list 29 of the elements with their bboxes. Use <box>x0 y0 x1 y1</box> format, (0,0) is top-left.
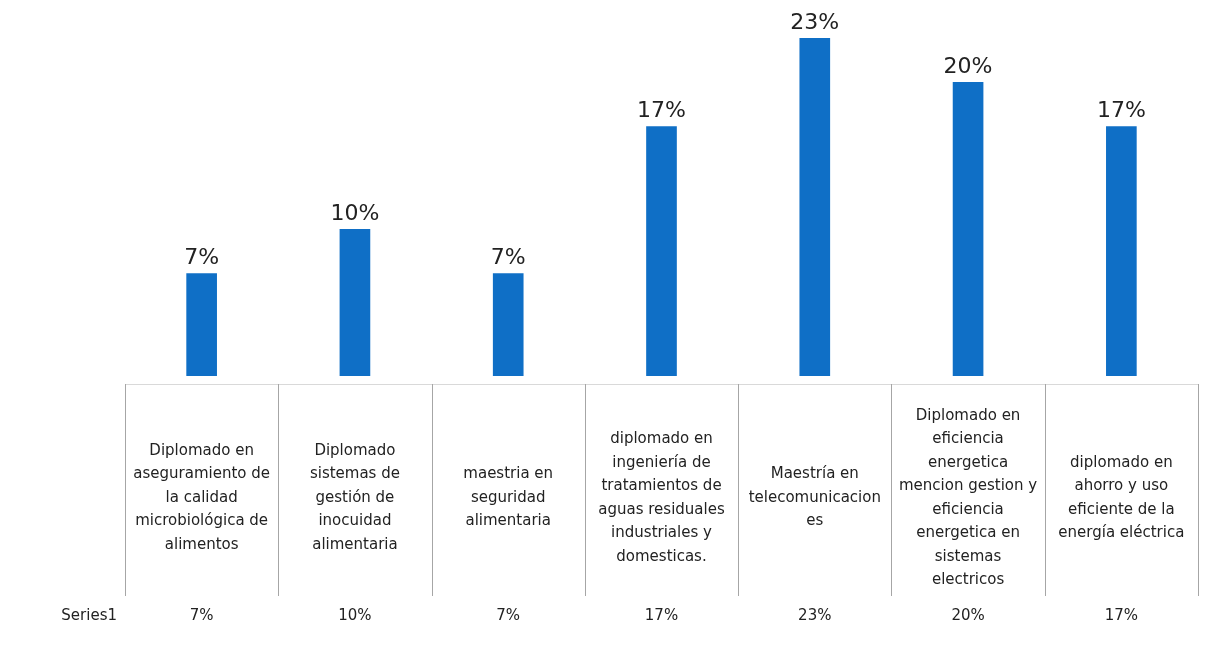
x-tick-label: Diplomado en aseguramiento de la calidad microbiológica de alimentos <box>133 440 270 553</box>
x-tick-label: diplomado en ingeniería de tratamientos de aguas residuales industriales y domesticas. <box>598 429 725 565</box>
data-label: 17% <box>644 605 679 624</box>
text: 20% <box>943 52 993 78</box>
text: 7% <box>184 243 220 269</box>
x-tick-label: diplomado en ahorro y uso eficiente de la energía eléctrica <box>1058 452 1185 542</box>
data-label: 7% <box>496 605 521 624</box>
bar <box>646 126 677 376</box>
text: 17% <box>637 96 686 122</box>
data-label: 7% <box>189 605 214 624</box>
text: Series1 <box>61 605 117 624</box>
x-tick-label: Maestría en telecomunicaciones <box>748 464 881 530</box>
bar <box>799 38 831 376</box>
bar <box>339 229 371 376</box>
text: 17% <box>1096 96 1146 122</box>
x-tick-label: Diplomado en eficiencia energetica mencion gestion y eficiencia energetica en sistemas electricos <box>898 405 1038 589</box>
data-label: 17% <box>1104 605 1139 624</box>
bar <box>492 273 524 376</box>
bar <box>186 273 217 376</box>
x-tick-label: Diplomado sistemas de gestión de inocuidad alimentaria <box>309 440 400 553</box>
x-tick-label: maestria en seguridad alimentaria <box>463 464 554 530</box>
data-label: 20% <box>951 605 985 624</box>
text: 23% <box>790 8 840 34</box>
text: 10% <box>330 199 380 225</box>
data-label: 23% <box>798 605 832 624</box>
data-label: 10% <box>338 605 372 624</box>
text: 7% <box>490 243 526 269</box>
bar <box>952 82 984 376</box>
bar <box>1106 126 1137 376</box>
